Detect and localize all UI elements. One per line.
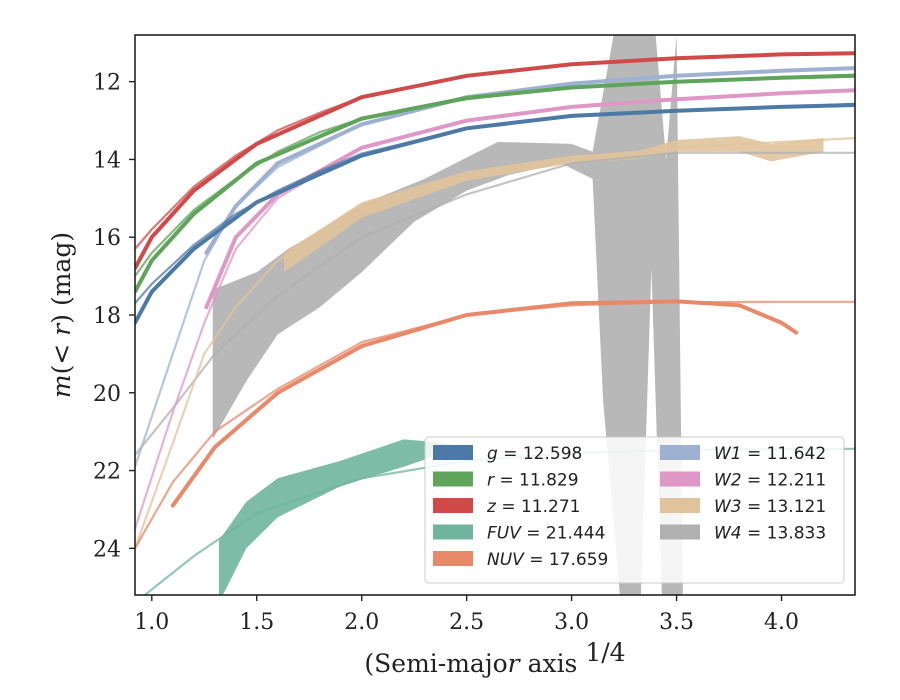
- data-curve-nuv: [170, 299, 799, 508]
- model-curve-w3: [135, 137, 855, 549]
- y-axis: 12 14 16 18 20 22 24: [93, 71, 135, 562]
- y-tick-label: 12: [93, 71, 121, 96]
- legend: g = 12.598 r = 11.829 z = 11.271 FUV = 21.4…: [424, 436, 845, 584]
- legend-swatch-w3: [660, 498, 700, 513]
- legend-label-r: r = 11.829: [487, 471, 579, 491]
- legend-label-nuv: NUV = 17.659: [487, 550, 608, 570]
- x-axis-label: (Semi-major axis 1/4: [364, 638, 625, 678]
- legend-label-w4: W4 = 13.833: [714, 524, 826, 544]
- legend-label-w2: W2 = 12.211: [714, 471, 826, 491]
- x-axis: 1.0 1.5 2.0 2.5 3.0 3.5 4.0: [134, 595, 799, 635]
- y-tick-label: 16: [93, 226, 121, 251]
- x-tick-label: 1.5: [239, 610, 274, 635]
- y-tick-label: 22: [93, 460, 121, 485]
- x-axis-label-exponent: 1/4: [585, 638, 625, 667]
- y-tick-label: 20: [93, 382, 121, 407]
- legend-swatch-fuv: [433, 524, 473, 540]
- band-fuv-uncertainty: [219, 439, 450, 595]
- y-tick-label: 18: [93, 304, 121, 329]
- legend-box: [424, 436, 845, 584]
- legend-label-g: g = 12.598: [487, 444, 582, 464]
- legend-label-w3: W3 = 13.121: [714, 497, 826, 517]
- y-tick-label: 24: [93, 537, 121, 562]
- x-tick-label: 2.5: [449, 610, 484, 635]
- model-curve-w1: [135, 66, 855, 468]
- x-tick-label: 2.0: [344, 610, 379, 635]
- legend-swatch-g: [433, 445, 473, 460]
- legend-swatch-w2: [660, 471, 700, 487]
- model-curve-w4: [135, 151, 855, 456]
- legend-label-w1: W1 = 11.642: [714, 444, 826, 464]
- x-tick-label: 3.5: [659, 610, 694, 635]
- legend-swatch-z: [433, 498, 473, 513]
- legend-swatch-r: [433, 471, 473, 487]
- x-tick-label: 1.0: [134, 610, 169, 635]
- y-tick-label: 14: [93, 148, 121, 173]
- data-curve-r: [135, 73, 855, 294]
- legend-label-fuv: FUV = 21.444: [487, 524, 605, 544]
- model-curve-g: [135, 102, 855, 305]
- data-curve-z: [135, 51, 855, 271]
- x-tick-label: 4.0: [764, 610, 799, 635]
- y-axis-label: m(< r) (mag): [47, 232, 76, 398]
- legend-swatch-w1: [660, 445, 700, 460]
- band-w3-uncertainty: [284, 136, 824, 273]
- data-curve-g: [135, 103, 855, 325]
- legend-swatch-nuv: [433, 551, 473, 566]
- legend-label-z: z = 11.271: [486, 497, 580, 517]
- x-tick-label: 3.0: [554, 610, 589, 635]
- legend-swatch-w4: [660, 524, 700, 540]
- data-curve-w2: [204, 88, 855, 310]
